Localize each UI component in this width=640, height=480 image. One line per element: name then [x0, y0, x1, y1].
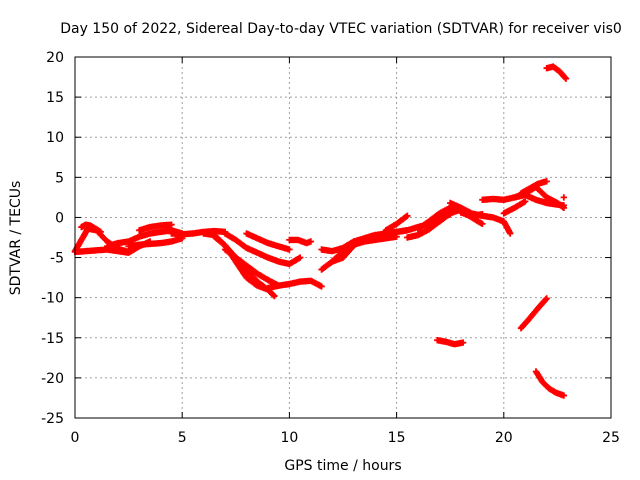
grid [75, 57, 611, 418]
data-point [97, 228, 104, 236]
data-point [560, 392, 568, 399]
y-tick-label: 10 [46, 130, 64, 146]
data-point [436, 211, 453, 225]
data-point [507, 230, 514, 237]
data-point [296, 254, 304, 261]
data-point [543, 295, 550, 302]
y-tick-label: 15 [46, 90, 64, 106]
data-point [318, 283, 325, 290]
data-point [303, 238, 313, 247]
data-point [339, 243, 356, 261]
y-tick-label: -15 [41, 331, 64, 347]
data-point [562, 75, 570, 82]
data-point [243, 266, 260, 284]
data-point [522, 198, 529, 205]
data-point [168, 221, 175, 228]
chart-title: Day 150 of 2022, Sidereal Day-to-day VTE… [60, 21, 622, 37]
data-point [286, 246, 293, 253]
y-axis-label: SDTVAR / TECUs [8, 181, 24, 296]
data-point [404, 212, 411, 220]
x-tick-label: 5 [178, 430, 187, 446]
series-arc-19 [382, 212, 411, 234]
data-point [543, 178, 550, 185]
data-point [459, 339, 467, 346]
series-arc-30 [434, 337, 467, 348]
series-arc-23 [457, 209, 486, 219]
data-point [534, 296, 549, 312]
series-arc-05 [125, 235, 186, 250]
series-arc-29 [543, 63, 570, 82]
series-arc-06 [136, 221, 175, 234]
data-point [539, 378, 551, 391]
series-arc-13 [264, 277, 325, 292]
series-arc-03 [78, 221, 104, 236]
data-point [479, 220, 486, 228]
x-tick-label: 0 [71, 430, 80, 446]
y-tick-label: -10 [41, 291, 64, 307]
series-arc-27 [517, 178, 550, 197]
data-point [425, 211, 442, 225]
data-point [307, 238, 315, 245]
series-arc-14 [286, 236, 315, 247]
plot-frame [74, 56, 612, 419]
y-tick-label: 5 [55, 170, 64, 186]
series-arc-12 [243, 230, 293, 253]
data-point [211, 233, 228, 248]
series-arc-28 [560, 194, 568, 201]
series-arc-11 [221, 230, 304, 268]
data-point [232, 254, 249, 272]
data-point [560, 194, 568, 201]
x-tick-label: 10 [280, 430, 298, 446]
y-tick-label: -20 [41, 371, 64, 387]
data-point [560, 204, 568, 212]
series-arc-32 [532, 368, 568, 399]
y-tick-label: 0 [55, 210, 64, 226]
data-point [479, 211, 486, 218]
x-tick-label: 20 [495, 430, 513, 446]
x-tick-label: 25 [602, 430, 620, 446]
y-tick-label: -25 [41, 411, 64, 427]
data-point [271, 292, 278, 300]
x-tick-label: 15 [388, 430, 406, 446]
x-axis-label: GPS time / hours [284, 458, 401, 474]
axes: 0 5 10 15 20 25 -25 -20 -15 -10 -5 0 5 10 15 20 [41, 50, 620, 446]
series-arc-31 [517, 295, 550, 332]
y-tick-label: 20 [46, 50, 64, 66]
series-arc-26 [500, 198, 529, 217]
data-layer [71, 63, 570, 399]
y-tick-label: -5 [50, 251, 64, 267]
